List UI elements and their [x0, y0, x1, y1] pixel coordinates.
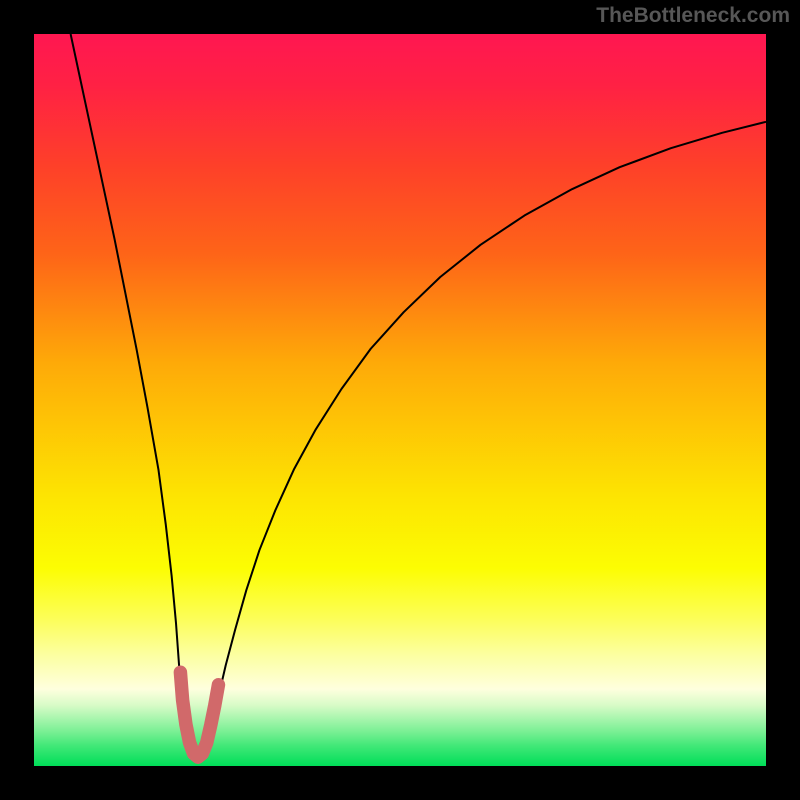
plot-background [34, 34, 766, 766]
chart-frame: TheBottleneck.com [0, 0, 800, 800]
bottleneck-chart [0, 0, 800, 800]
watermark-text: TheBottleneck.com [596, 4, 790, 28]
